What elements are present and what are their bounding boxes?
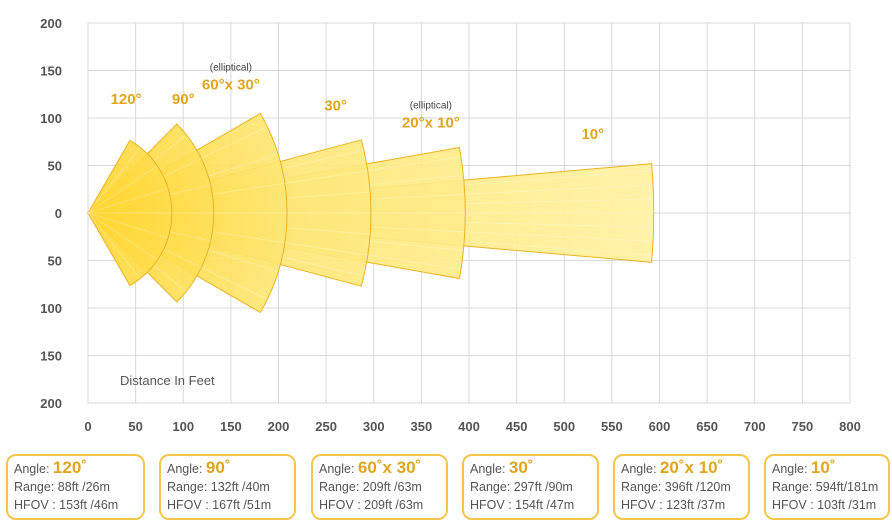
x-tick-label: 300: [363, 419, 385, 434]
beam-labels: 120° 90° (elliptical) 60°x 30° 30° (elliptica…: [111, 63, 605, 143]
spec-card: Angle: 90˚ Range: 132ft /40m HFOV : 167ft …: [159, 454, 296, 520]
x-tick-label: 200: [268, 419, 290, 434]
y-tick-label: 100: [40, 111, 62, 126]
card-range: Range: 396ft /120m: [621, 480, 731, 494]
beam-ray: [87, 212, 141, 279]
x-tick-label: 150: [220, 419, 242, 434]
axis-ticks: 0 50 100 150 200 250 300 350 400 450 500 550 600 650 7…: [40, 16, 861, 434]
card-angle-line: Angle: 60˚x 30˚: [319, 459, 442, 478]
y-tick-label: 100: [40, 301, 62, 316]
y-tick-label: 0: [55, 206, 62, 221]
card-angle-value: 120˚: [52, 458, 87, 477]
x-tick-label: 350: [411, 419, 433, 434]
spec-card: Angle: 30˚ Range: 297ft /90m HFOV : 154ft …: [462, 454, 599, 520]
beam-angle-label: 10°: [581, 126, 604, 143]
beam-ray: [87, 212, 158, 261]
card-angle-value: 90˚: [205, 458, 231, 477]
card-range: Range: 594ft/181m: [772, 480, 879, 494]
beam-ray: [87, 165, 158, 214]
beam-angle-label: 60°x 30°: [202, 77, 260, 94]
card-angle-value: 10˚: [810, 458, 836, 477]
card-angle-value: 30˚: [508, 458, 534, 477]
y-tick-label: 150: [40, 349, 62, 364]
card-angle-value: 60˚x 30˚: [357, 458, 422, 477]
x-tick-label: 450: [506, 419, 528, 434]
beam-ray: [87, 212, 169, 239]
card-angle-line: Angle: 20˚x 10˚: [621, 459, 744, 478]
annotation-note: (elliptical): [210, 63, 252, 74]
x-tick-label: 650: [696, 419, 718, 434]
card-angle-line: Angle: 90˚: [167, 459, 290, 478]
spec-card: Angle: 20˚x 10˚ Range: 396ft /120m HFOV : …: [613, 454, 750, 520]
x-tick-label: 700: [744, 419, 766, 434]
card-angle-line: Angle: 120˚: [14, 459, 139, 478]
x-tick-label: 250: [315, 419, 337, 434]
card-range: Range: 88ft /26m: [14, 480, 110, 494]
card-angle-line: Angle: 30˚: [470, 459, 593, 478]
card-angle-prefix: Angle:: [167, 462, 206, 476]
card-hfov: HFOV : 103ft /31m: [772, 498, 877, 512]
card-hfov: HFOV : 154ft /47m: [470, 498, 575, 512]
x-tick-label: 550: [601, 419, 623, 434]
x-tick-label: 750: [792, 419, 814, 434]
spec-card: Angle: 120˚ Range: 88ft /26m HFOV : 153ft …: [6, 454, 145, 520]
beam-cones: [86, 112, 655, 314]
card-angle-value: 20˚x 10˚: [659, 458, 724, 477]
card-hfov: HFOV : 123ft /37m: [621, 498, 726, 512]
card-hfov: HFOV : 153ft /46m: [14, 498, 119, 512]
y-tick-label: 150: [40, 64, 62, 79]
card-hfov: HFOV : 167ft /51m: [167, 498, 272, 512]
beam-angle-label: 20°x 10°: [402, 115, 460, 132]
card-angle-line: Angle: 10˚: [772, 459, 884, 478]
card-angle-prefix: Angle:: [772, 462, 811, 476]
x-tick-label: 600: [649, 419, 671, 434]
card-range: Range: 297ft /90m: [470, 480, 573, 494]
x-tick-label: 800: [839, 419, 861, 434]
y-tick-label: 200: [40, 396, 62, 411]
beam-cone: [87, 139, 173, 287]
annotation-note: (elliptical): [410, 101, 452, 112]
x-axis-label: Distance In Feet: [120, 373, 215, 388]
beam-angle-label: 90°: [172, 91, 195, 108]
y-tick-label: 50: [48, 159, 62, 174]
spec-card: Angle: 10˚ Range: 594ft/181m HFOV : 103ft …: [764, 454, 890, 520]
x-tick-label: 400: [458, 419, 480, 434]
beam-angle-label: 30°: [324, 97, 347, 114]
spec-card: Angle: 60˚x 30˚ Range: 209ft /63m HFOV : 2…: [311, 454, 448, 520]
beam-ray: [87, 147, 141, 214]
card-angle-prefix: Angle:: [621, 462, 660, 476]
beam-angle-label: 120°: [111, 91, 142, 108]
card-angle-prefix: Angle:: [14, 462, 53, 476]
card-range: Range: 132ft /40m: [167, 480, 270, 494]
y-tick-label: 200: [40, 16, 62, 31]
x-tick-label: 100: [172, 419, 194, 434]
card-range: Range: 209ft /63m: [319, 480, 422, 494]
card-angle-prefix: Angle:: [470, 462, 509, 476]
y-tick-label: 50: [48, 254, 62, 269]
card-hfov: HFOV : 209ft /63m: [319, 498, 424, 512]
x-tick-label: 50: [128, 419, 142, 434]
x-tick-label: 0: [84, 419, 91, 434]
beam-ray: [87, 187, 169, 214]
x-tick-label: 500: [553, 419, 575, 434]
card-angle-prefix: Angle:: [319, 462, 358, 476]
